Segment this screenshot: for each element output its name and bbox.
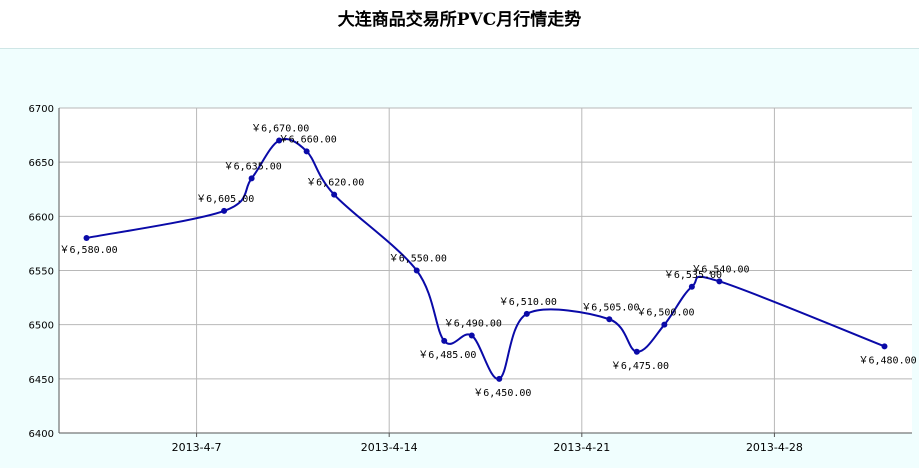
y-tick-label: 6700 bbox=[29, 104, 54, 115]
data-label: ￥6,535.00 bbox=[664, 270, 722, 281]
data-label: ￥6,620.00 bbox=[306, 178, 364, 189]
data-label: ￥6,580.00 bbox=[60, 245, 118, 256]
x-tick-label: 2013-4-7 bbox=[172, 441, 222, 454]
data-label: ￥6,450.00 bbox=[473, 388, 531, 399]
data-point bbox=[633, 348, 640, 355]
x-tick-label: 2013-4-28 bbox=[746, 441, 803, 454]
data-label: ￥6,510.00 bbox=[499, 297, 557, 308]
x-tick-label: 2013-4-14 bbox=[361, 441, 418, 454]
data-label: ￥6,635.00 bbox=[224, 161, 282, 172]
y-tick-label: 6500 bbox=[29, 321, 54, 332]
data-label: ￥6,485.00 bbox=[418, 350, 476, 361]
data-label: ￥6,505.00 bbox=[581, 302, 639, 313]
data-label: ￥6,605.00 bbox=[196, 194, 254, 205]
data-label: ￥6,500.00 bbox=[636, 308, 694, 319]
data-label: ￥6,660.00 bbox=[279, 134, 337, 145]
y-tick-label: 6450 bbox=[29, 375, 54, 386]
data-point bbox=[331, 191, 338, 198]
y-tick-label: 6550 bbox=[29, 267, 54, 278]
x-tick-label: 2013-4-21 bbox=[553, 441, 610, 454]
data-point bbox=[276, 137, 283, 144]
data-label: ￥6,475.00 bbox=[611, 361, 669, 372]
y-tick-label: 6400 bbox=[29, 429, 54, 440]
data-point bbox=[881, 343, 888, 350]
data-point bbox=[248, 175, 255, 182]
data-point bbox=[303, 148, 310, 155]
data-point bbox=[83, 235, 90, 241]
data-point bbox=[496, 375, 503, 382]
data-point bbox=[606, 316, 613, 323]
data-label: ￥6,670.00 bbox=[251, 124, 309, 135]
data-label: ￥6,480.00 bbox=[858, 355, 916, 366]
data-point bbox=[716, 278, 723, 285]
data-point bbox=[661, 321, 668, 328]
data-point bbox=[468, 332, 475, 339]
chart-title: 大连商品交易所PVC月行情走势 bbox=[337, 10, 582, 30]
data-point bbox=[413, 267, 420, 274]
data-label: ￥6,550.00 bbox=[389, 254, 447, 265]
data-point bbox=[221, 207, 228, 214]
y-tick-label: 6600 bbox=[29, 212, 54, 223]
data-point bbox=[523, 310, 530, 317]
y-tick-label: 6650 bbox=[29, 158, 54, 169]
data-point bbox=[688, 283, 695, 290]
title-bar: 大连商品交易所PVC月行情走势 bbox=[0, 0, 919, 48]
data-label: ￥6,490.00 bbox=[444, 319, 502, 330]
data-label: ￥6,540.00 bbox=[691, 264, 749, 275]
data-point bbox=[441, 337, 448, 344]
